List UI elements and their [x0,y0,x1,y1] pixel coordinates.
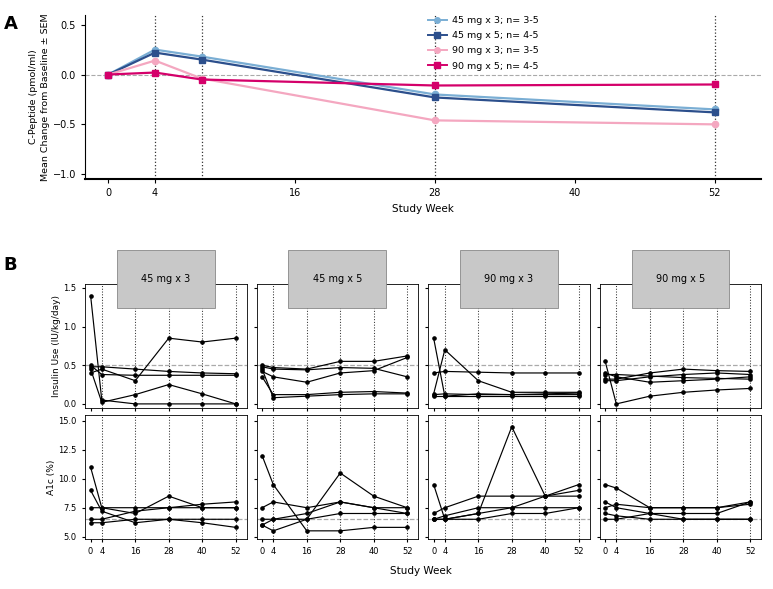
Line: 90 mg x 3; n= 3-5: 90 mg x 3; n= 3-5 [105,58,718,127]
90 mg x 5; n= 4-5 [104,71,113,78]
45 mg x 5; n= 4-5 [197,56,206,63]
45 mg x 5; n= 4-5 [710,109,720,116]
90 mg x 3; n= 3-5 [151,57,160,64]
45 mg x 5; n= 4-5 [431,94,440,101]
Line: 90 mg x 5; n= 4-5: 90 mg x 5; n= 4-5 [105,70,718,88]
45 mg x 3; n= 3-5 [104,71,113,78]
90 mg x 5; n= 4-5 [431,82,440,89]
Y-axis label: Insulin Use (IU/kg/day): Insulin Use (IU/kg/day) [52,295,61,397]
90 mg x 5; n= 4-5 [197,76,206,83]
Title: 90 mg x 3: 90 mg x 3 [485,274,533,284]
Line: 45 mg x 5; n= 4-5: 45 mg x 5; n= 4-5 [105,49,718,115]
45 mg x 3; n= 3-5 [197,53,206,60]
Legend: 45 mg x 3; n= 3-5, 45 mg x 5; n= 4-5, 90 mg x 3; n= 3-5, 90 mg x 5; n= 4-5: 45 mg x 3; n= 3-5, 45 mg x 5; n= 4-5, 90… [428,16,538,71]
Line: 45 mg x 3; n= 3-5: 45 mg x 3; n= 3-5 [105,47,718,112]
45 mg x 5; n= 4-5 [104,71,113,78]
90 mg x 3; n= 3-5 [431,117,440,124]
X-axis label: Study Week: Study Week [392,204,455,214]
90 mg x 5; n= 4-5 [151,69,160,76]
Text: B: B [4,256,18,274]
Title: 45 mg x 3: 45 mg x 3 [141,274,191,284]
Y-axis label: A1c (%): A1c (%) [46,459,56,495]
45 mg x 3; n= 3-5 [151,46,160,53]
Title: 45 mg x 5: 45 mg x 5 [313,274,362,284]
45 mg x 3; n= 3-5 [710,106,720,113]
Text: Study Week: Study Week [390,566,452,576]
90 mg x 3; n= 3-5 [197,75,206,82]
90 mg x 3; n= 3-5 [104,71,113,78]
45 mg x 5; n= 4-5 [151,49,160,56]
Title: 90 mg x 5: 90 mg x 5 [656,274,705,284]
90 mg x 5; n= 4-5 [710,81,720,88]
Text: A: A [4,15,18,33]
Y-axis label: C-Peptide (pmol/ml)
Mean Change from Baseline ± SEM: C-Peptide (pmol/ml) Mean Change from Bas… [29,13,49,181]
45 mg x 3; n= 3-5 [431,91,440,98]
90 mg x 3; n= 3-5 [710,121,720,128]
